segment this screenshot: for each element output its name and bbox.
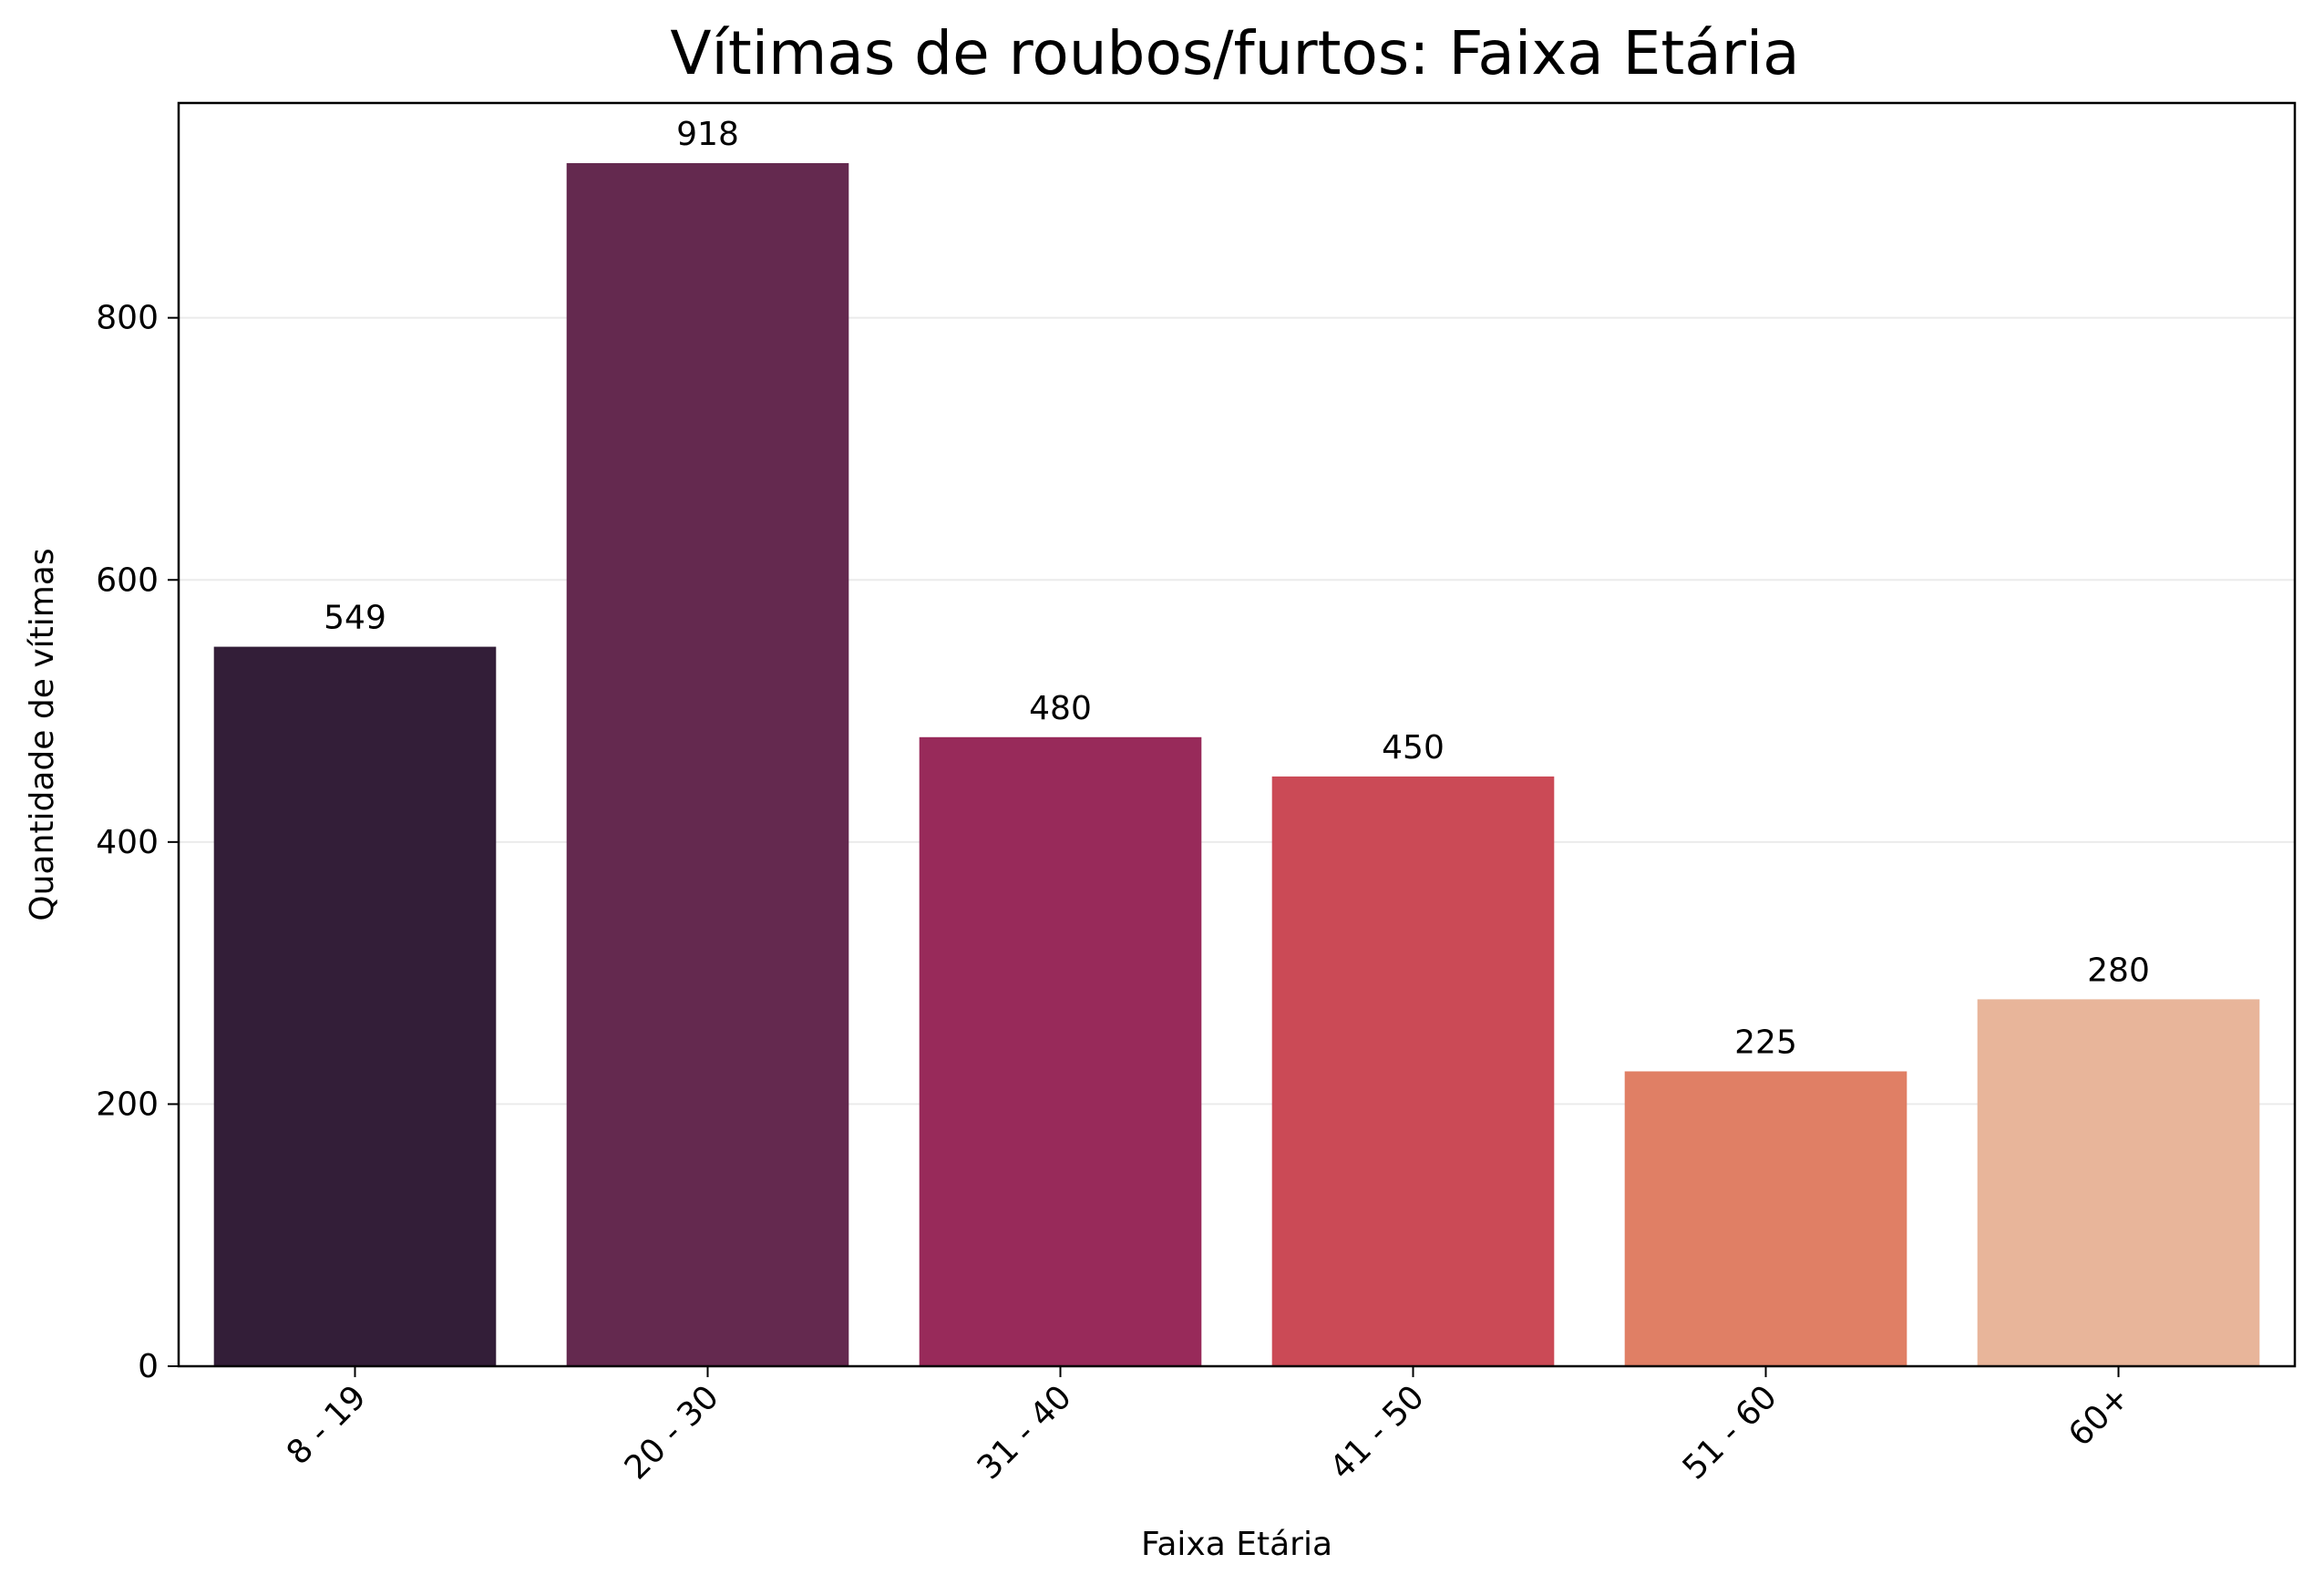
- y-tick-label: 600: [96, 561, 159, 599]
- bar: [1271, 776, 1555, 1366]
- bar: [566, 163, 849, 1366]
- data-labels: 549 918 480 450 225 280: [324, 116, 2150, 1061]
- bar: [1624, 1071, 1908, 1366]
- bar: [1977, 999, 2260, 1366]
- y-axis: 0 200 400 600 800: [96, 300, 179, 1385]
- x-tick-label: 41 - 50: [1323, 1378, 1432, 1487]
- x-tick-label: 31 - 40: [971, 1378, 1079, 1487]
- y-axis-label: Quantidade de vítimas: [24, 548, 61, 921]
- y-tick-label: 400: [96, 824, 159, 861]
- bars: [213, 163, 2260, 1366]
- bar-value-label: 280: [2087, 952, 2150, 989]
- x-axis-label: Faixa Etária: [1141, 1526, 1332, 1563]
- bar: [213, 646, 497, 1366]
- bar: [919, 736, 1202, 1366]
- y-tick-label: 800: [96, 300, 159, 337]
- x-tick-label: 20 - 30: [618, 1378, 726, 1487]
- y-tick-label: 200: [96, 1086, 159, 1123]
- bar-value-label: 918: [676, 116, 739, 153]
- bar-value-label: 480: [1029, 690, 1092, 727]
- plot-frame: [177, 101, 2297, 1368]
- bar-value-label: 225: [1734, 1024, 1797, 1061]
- x-tick-label: 8 - 19: [280, 1378, 374, 1472]
- gridlines: [179, 316, 2295, 1106]
- bar-value-label: 450: [1382, 729, 1445, 767]
- y-tick-label: 0: [138, 1348, 159, 1385]
- x-tick-label: 51 - 60: [1676, 1378, 1784, 1487]
- x-tick-label: 60+: [2062, 1378, 2137, 1454]
- bar-value-label: 549: [324, 600, 386, 637]
- chart-title: Vítimas de roubos/furtos: Faixa Etária: [670, 18, 1799, 88]
- x-axis: 8 - 19 20 - 30 31 - 40 41 - 50 51 - 60 60+: [280, 1366, 2137, 1487]
